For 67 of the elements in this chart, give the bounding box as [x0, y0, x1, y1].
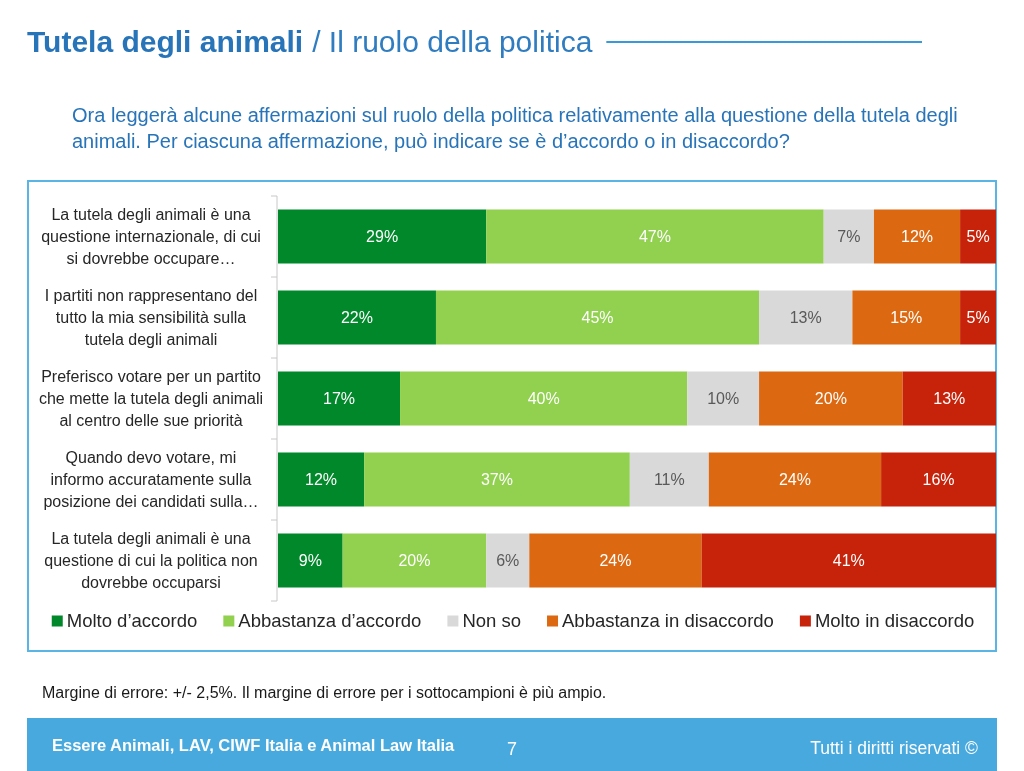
y-tick-label: Quando devo votare, mi informo accuratamente sulla posizione dei candidati sulla…	[43, 449, 259, 511]
y-tick-label: I partiti non rappresentano del tutto la mia sensibilità sulla tutela degli animali	[44, 287, 258, 349]
legend-label: Abbastanza in disaccordo	[562, 610, 774, 632]
data-label: 7%	[837, 228, 861, 246]
data-label: 10%	[707, 390, 740, 408]
data-label: 45%	[581, 309, 614, 327]
data-label: 11%	[653, 471, 685, 489]
bar	[278, 371, 401, 426]
data-label: 6%	[496, 552, 520, 570]
legend-label: Molto d’accordo	[66, 610, 198, 632]
chart-subtitle: / Il ruolo della politica	[312, 25, 593, 58]
bar	[435, 290, 760, 345]
bar	[759, 290, 853, 345]
bar	[881, 452, 996, 507]
bar	[629, 452, 709, 507]
bar	[278, 452, 365, 507]
data-label: 13%	[789, 309, 822, 327]
y-tick-label: Preferisco votare per un partito che mette la tutela degli animali al centro delle sue priorità	[38, 368, 264, 430]
bar	[400, 371, 688, 426]
y-tick-label: La tutela degli animali è una questione di cui la politica non dovrebbe occuparsi	[44, 530, 258, 592]
text: Essere Animali, LAV, CIWF Italia e Animal Law Italia	[52, 736, 456, 754]
data-label: 9%	[298, 552, 322, 570]
bar	[278, 209, 487, 264]
bar	[873, 209, 961, 264]
data-label: 20%	[814, 390, 847, 408]
bar	[342, 533, 487, 588]
bar	[701, 533, 996, 588]
bar	[852, 290, 961, 345]
data-label: 41%	[832, 552, 865, 570]
data-label: 24%	[599, 552, 632, 570]
data-label: 16%	[922, 471, 955, 489]
data-label: 5%	[966, 309, 990, 327]
text: Ora leggerà alcune affermazioni sul ruolo della politica relativamente alla questione della tutela degli animali. Per ciascuna affermazione, può indicare se è d’accordo o in disaccordo?	[72, 104, 958, 152]
data-label: 20%	[398, 552, 431, 570]
data-label: 24%	[778, 471, 811, 489]
text: Margine di errore: +/- 2,5%. Il margine di errore per i sottocampioni è più ampio.	[42, 684, 607, 701]
data-label: 22%	[340, 309, 373, 327]
y-tick-label: La tutela degli animali è una questione internazionale, di cui si dovrebbe occupare…	[41, 206, 261, 268]
bar	[529, 533, 702, 588]
legend-label: Non so	[462, 610, 522, 632]
legend-label: Abbastanza d’accordo	[238, 610, 422, 632]
data-label: 12%	[305, 471, 338, 489]
chart-title: Tutela degli animali	[27, 25, 304, 58]
data-label: 37%	[480, 471, 514, 489]
text: 7	[506, 739, 518, 759]
bar	[708, 452, 882, 507]
text: Tutti i diritti riservati ©	[810, 738, 979, 758]
data-label: 12%	[901, 228, 934, 246]
data-label: 15%	[890, 309, 923, 327]
data-label: 5%	[966, 228, 990, 246]
bar	[486, 209, 824, 264]
bar	[960, 290, 996, 345]
legend-label: Molto in disaccordo	[814, 610, 975, 632]
bar	[823, 209, 874, 264]
data-label: 29%	[366, 228, 399, 246]
bar	[902, 371, 996, 426]
data-label: 17%	[323, 390, 356, 408]
bar	[687, 371, 760, 426]
data-label: 13%	[933, 390, 966, 408]
bar	[278, 533, 343, 588]
bar	[364, 452, 630, 507]
bar	[278, 290, 436, 345]
bar	[960, 209, 996, 264]
bar	[486, 533, 530, 588]
bar	[759, 371, 903, 426]
data-label: 47%	[638, 228, 671, 246]
data-label: 40%	[527, 390, 560, 408]
